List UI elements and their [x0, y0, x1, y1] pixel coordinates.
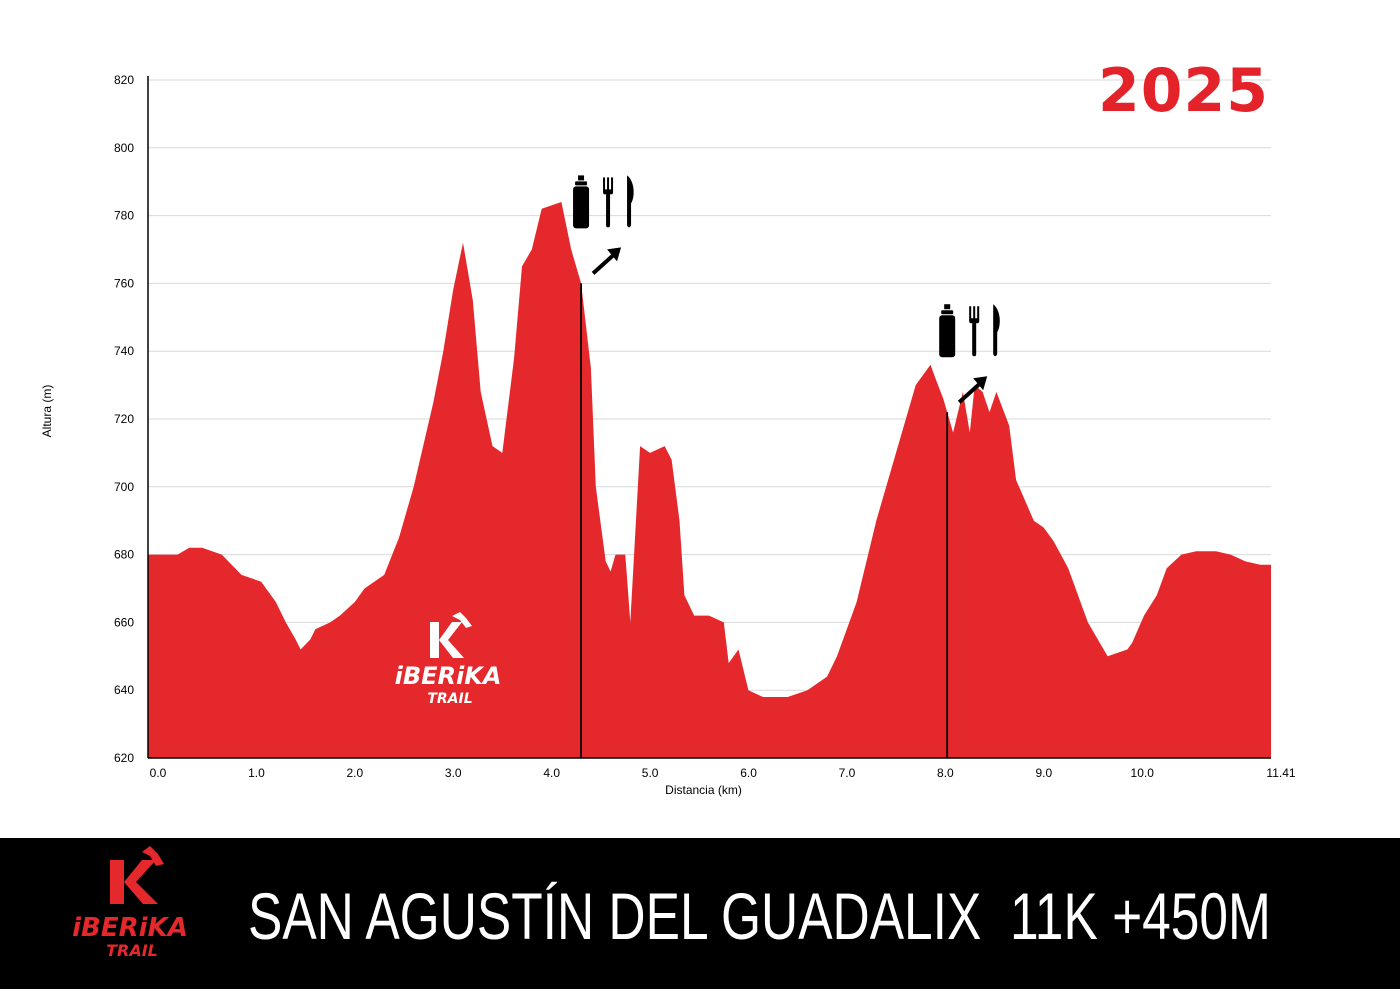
y-tick-label: 620: [114, 751, 134, 765]
elevation-chart: 620 640 660 680 700 720 740 760 780 800 820 0.0 1.0…: [40, 73, 1296, 797]
fork-icon: [969, 306, 980, 357]
arrow-icon: [957, 376, 988, 404]
x-tick-label: 7.0: [839, 766, 856, 780]
x-tick-label: 11.41: [1266, 766, 1295, 780]
route-stats: 11K +450M: [1010, 879, 1271, 953]
logo-word: iBERiKA: [395, 662, 502, 690]
x-tick-labels: 0.0 1.0 2.0 3.0 4.0 5.0 6.0 7.0 8.0 9.0 10.0 11.41: [150, 766, 1296, 780]
x-tick-label: 0.0: [150, 766, 167, 780]
y-tick-labels: 620 640 660 680 700 720 740 760 780 800 820: [114, 73, 134, 765]
x-tick-label: 10.0: [1131, 766, 1155, 780]
x-tick-label: 1.0: [248, 766, 265, 780]
y-tick-label: 740: [114, 344, 134, 358]
elevation-area: [148, 202, 1271, 758]
x-axis-label: Distancia (km): [665, 783, 742, 797]
x-tick-label: 9.0: [1035, 766, 1052, 780]
fork-icon: [603, 177, 614, 228]
arrow-icon: [591, 247, 622, 275]
y-tick-label: 760: [114, 276, 134, 290]
y-tick-label: 640: [114, 683, 134, 697]
logo-sub: TRAIL: [106, 941, 158, 960]
knife-icon: [627, 175, 634, 228]
logo-sub: TRAIL: [427, 691, 472, 707]
x-tick-label: 6.0: [740, 766, 757, 780]
knife-icon: [993, 304, 1000, 357]
year-label: 2025: [1098, 56, 1269, 126]
iberika-logo-chart: iBERiKA TRAIL: [395, 612, 502, 707]
bottle-icon: [939, 304, 956, 358]
logo-word: iBERiKA: [72, 913, 188, 943]
y-tick-label: 660: [114, 615, 134, 629]
y-tick-label: 720: [114, 412, 134, 426]
x-tick-label: 8.0: [937, 766, 954, 780]
x-tick-label: 5.0: [642, 766, 659, 780]
y-tick-label: 680: [114, 548, 134, 562]
x-tick-label: 4.0: [543, 766, 560, 780]
x-tick-label: 3.0: [445, 766, 462, 780]
y-tick-label: 820: [114, 73, 134, 87]
route-title: SAN AGUSTÍN DEL GUADALIX: [248, 879, 982, 953]
wolf-k-icon: [430, 612, 472, 658]
y-tick-label: 700: [114, 480, 134, 494]
aid-station-markers: [573, 175, 1000, 758]
bottle-icon: [573, 175, 590, 229]
footer-banner: iBERiKA TRAIL: [0, 838, 1400, 989]
y-tick-label: 780: [114, 209, 134, 223]
y-axis-label: Altura (m): [40, 385, 54, 438]
x-tick-label: 2.0: [347, 766, 364, 780]
iberika-logo-footer: iBERiKA TRAIL: [72, 846, 188, 960]
y-tick-label: 800: [114, 141, 134, 155]
wolf-k-icon: [110, 846, 164, 904]
